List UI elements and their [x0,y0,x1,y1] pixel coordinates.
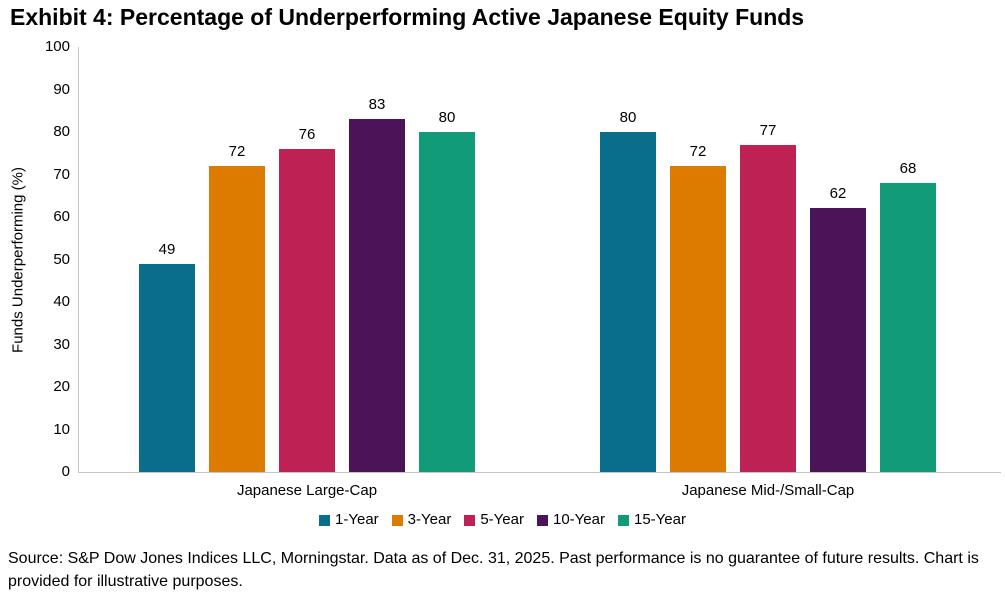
y-tick-label: 50 [53,250,70,268]
plot-area: 49 80 72 72 76 77 83 62 80 68 Japanese Large-Cap Ja… [78,47,1001,499]
bar-value-label: 68 [899,160,917,177]
bar-15-year-large-cap [419,132,475,472]
legend-item-1-year: 1-Year [319,511,379,529]
y-tick-label: 20 [53,378,70,395]
source-note: Source: S&P Dow Jones Indices LLC, Morni… [8,550,979,590]
y-tick-label: 70 [53,165,70,183]
bar-1-year-large-cap [139,264,195,472]
legend: 1-Year 3-Year 5-Year 10-Year 15-Year [0,511,1005,529]
y-tick-label: 10 [53,420,70,438]
legend-label: 5-Year [480,511,524,528]
category-label: Japanese Mid-/Small-Cap [681,482,855,499]
bar-10-year-large-cap [349,119,405,472]
y-tick-label: 60 [53,208,70,225]
legend-swatch-icon [617,514,629,526]
legend-item-3-year: 3-Year [391,511,452,529]
bar-15-year-mid-small-cap [880,183,936,472]
y-tick-label: 30 [53,335,70,353]
bar-value-label: 72 [689,143,707,160]
bar-10-year-mid-small-cap [810,208,866,472]
chart-title: Exhibit 4: Percentage of Underperforming… [10,4,805,30]
bar-3-year-large-cap [209,166,265,472]
y-tick-label: 0 [61,463,70,480]
bar-1-year-mid-small-cap [600,132,656,472]
legend-swatch-icon [464,514,476,526]
bar-value-label: 62 [829,185,847,202]
legend-item-5-year: 5-Year [464,511,524,529]
bar-value-label: 72 [228,143,246,160]
bar-3-year-mid-small-cap [670,166,726,472]
legend-swatch-icon [391,514,403,526]
legend-item-10-year: 10-Year [536,511,605,529]
bar-value-label: 83 [368,96,386,113]
bar-5-year-large-cap [279,149,335,472]
legend-label: 1-Year [335,511,379,528]
bar-value-label: 76 [298,126,316,143]
y-tick-label: 90 [53,80,70,98]
bar-value-label: 80 [438,109,456,126]
legend-item-15-year: 15-Year [617,511,686,529]
legend-label: 10-Year [552,511,605,528]
bar-5-year-mid-small-cap [740,145,796,472]
y-tick-label: 100 [44,38,70,55]
legend-label: 3-Year [407,511,452,528]
bar-value-label: 49 [158,241,176,258]
y-axis-ticks: 0 10 20 30 40 50 60 70 80 90 100 [0,38,70,480]
bar-value-label: 77 [759,122,777,139]
y-tick-label: 40 [53,293,70,310]
category-label: Japanese Large-Cap [236,482,378,499]
y-tick-label: 80 [53,123,70,140]
legend-swatch-icon [319,514,331,526]
legend-swatch-icon [536,514,548,526]
legend-label: 15-Year [633,511,686,528]
bar-value-label: 80 [619,109,637,126]
